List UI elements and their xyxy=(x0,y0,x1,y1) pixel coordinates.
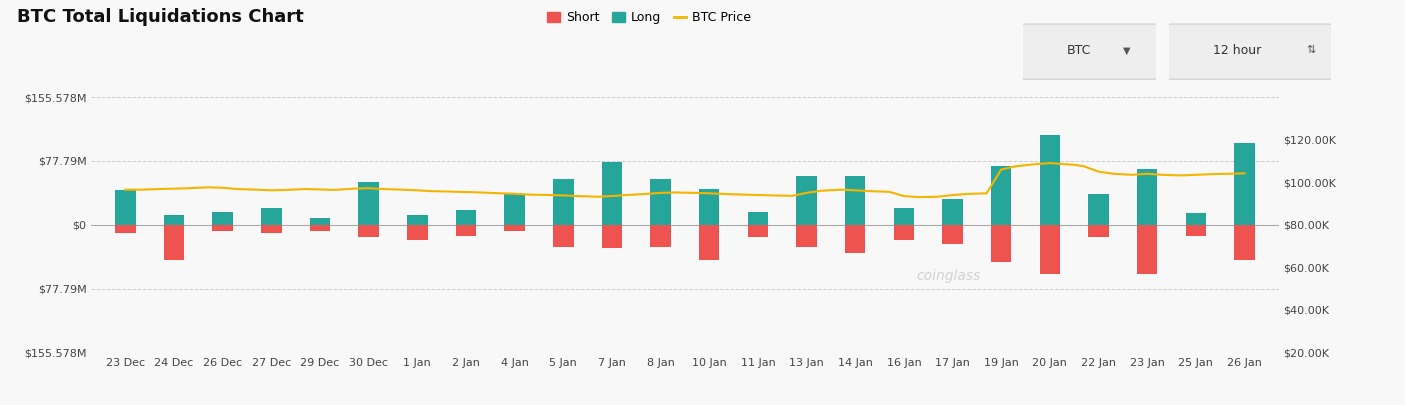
Bar xyxy=(212,213,233,225)
Bar xyxy=(601,162,622,225)
Bar xyxy=(115,225,136,233)
Bar xyxy=(455,210,476,225)
Bar xyxy=(1089,194,1109,225)
Bar xyxy=(1234,225,1255,260)
Bar xyxy=(943,225,962,244)
Bar xyxy=(747,212,769,225)
Bar xyxy=(700,189,719,225)
Bar xyxy=(261,209,281,225)
Bar xyxy=(455,225,476,236)
Bar xyxy=(894,209,915,225)
Bar xyxy=(1089,225,1109,237)
Bar xyxy=(164,225,184,260)
Bar xyxy=(797,225,816,247)
Bar xyxy=(164,215,184,225)
Bar xyxy=(407,225,427,239)
Bar xyxy=(309,218,330,225)
Bar xyxy=(651,179,670,225)
Bar xyxy=(1234,143,1255,225)
Text: ⇅: ⇅ xyxy=(1307,45,1316,55)
Bar xyxy=(991,225,1012,262)
Bar xyxy=(894,225,915,239)
Bar xyxy=(1137,225,1158,274)
Text: BTC: BTC xyxy=(1066,44,1092,57)
Bar xyxy=(504,194,525,225)
Bar xyxy=(844,225,865,254)
Bar xyxy=(991,166,1012,225)
Bar xyxy=(1186,225,1205,236)
Bar xyxy=(309,225,330,231)
Bar xyxy=(1137,169,1158,225)
Bar xyxy=(1186,213,1205,225)
Bar xyxy=(554,225,573,247)
FancyBboxPatch shape xyxy=(1165,24,1335,79)
Legend: Short, Long, BTC Price: Short, Long, BTC Price xyxy=(542,6,756,30)
Text: BTC Total Liquidations Chart: BTC Total Liquidations Chart xyxy=(17,8,303,26)
Bar xyxy=(358,182,379,225)
Bar xyxy=(844,176,865,225)
Bar xyxy=(1040,134,1061,225)
Bar xyxy=(797,176,816,225)
Bar xyxy=(651,225,670,247)
Bar xyxy=(212,225,233,231)
Bar xyxy=(943,198,962,225)
Text: coinglass: coinglass xyxy=(916,269,981,283)
Text: ▼: ▼ xyxy=(1123,45,1131,55)
Bar xyxy=(601,225,622,248)
Bar xyxy=(700,225,719,260)
Bar xyxy=(261,225,281,233)
Bar xyxy=(1040,225,1061,274)
Text: 12 hour: 12 hour xyxy=(1213,44,1260,57)
Bar xyxy=(504,225,525,231)
Bar xyxy=(747,225,769,237)
Bar xyxy=(554,179,573,225)
FancyBboxPatch shape xyxy=(1019,24,1161,79)
Bar xyxy=(115,190,136,225)
Bar xyxy=(358,225,379,237)
Bar xyxy=(407,215,427,225)
